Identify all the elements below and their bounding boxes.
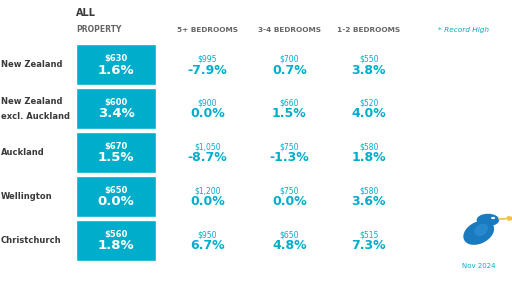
Text: 1.5%: 1.5% bbox=[272, 107, 307, 120]
Text: $650: $650 bbox=[104, 186, 127, 195]
Text: 0.0%: 0.0% bbox=[190, 195, 225, 208]
Text: * Record High: * Record High bbox=[438, 27, 489, 33]
Text: $950: $950 bbox=[198, 230, 217, 239]
Text: 3.8%: 3.8% bbox=[351, 63, 386, 76]
Ellipse shape bbox=[475, 224, 488, 236]
Text: 0.0%: 0.0% bbox=[272, 195, 307, 208]
FancyArrow shape bbox=[498, 216, 512, 221]
Text: Auckland: Auckland bbox=[1, 148, 45, 157]
Text: 1.6%: 1.6% bbox=[98, 63, 134, 76]
Text: $630: $630 bbox=[104, 54, 127, 63]
Text: -8.7%: -8.7% bbox=[187, 151, 227, 164]
Text: New Zealand: New Zealand bbox=[1, 97, 62, 106]
Text: 3.4%: 3.4% bbox=[98, 107, 134, 120]
Ellipse shape bbox=[463, 221, 494, 245]
Text: 4.8%: 4.8% bbox=[272, 239, 307, 252]
Text: 3.6%: 3.6% bbox=[351, 195, 386, 208]
Text: 7.3%: 7.3% bbox=[351, 239, 386, 252]
Text: ALL: ALL bbox=[76, 8, 96, 18]
Text: 0.0%: 0.0% bbox=[190, 107, 225, 120]
Text: Nov 2024: Nov 2024 bbox=[462, 263, 496, 270]
Text: Christchurch: Christchurch bbox=[1, 236, 61, 245]
Bar bbox=[76, 176, 156, 217]
Text: Wellington: Wellington bbox=[1, 192, 53, 201]
Text: $650: $650 bbox=[280, 230, 299, 239]
Text: $900: $900 bbox=[198, 98, 217, 107]
Text: 1.8%: 1.8% bbox=[351, 151, 386, 164]
Text: -1.3%: -1.3% bbox=[269, 151, 309, 164]
Text: $600: $600 bbox=[104, 98, 127, 107]
Text: 0.7%: 0.7% bbox=[272, 63, 307, 76]
Text: 1.8%: 1.8% bbox=[98, 239, 134, 252]
Text: $660: $660 bbox=[280, 98, 299, 107]
Text: 6.7%: 6.7% bbox=[190, 239, 225, 252]
Text: 1.5%: 1.5% bbox=[98, 151, 134, 164]
Text: $550: $550 bbox=[359, 54, 378, 63]
Circle shape bbox=[477, 214, 499, 226]
Text: excl. Auckland: excl. Auckland bbox=[1, 112, 70, 121]
Text: $750: $750 bbox=[280, 142, 299, 151]
Bar bbox=[76, 88, 156, 129]
Text: $560: $560 bbox=[104, 230, 127, 239]
Text: $995: $995 bbox=[198, 54, 217, 63]
Text: $520: $520 bbox=[359, 98, 378, 107]
Text: $515: $515 bbox=[359, 230, 378, 239]
Text: -7.9%: -7.9% bbox=[187, 63, 227, 76]
Text: 0.0%: 0.0% bbox=[98, 195, 134, 208]
Text: 3-4 BEDROOMS: 3-4 BEDROOMS bbox=[258, 27, 321, 33]
Circle shape bbox=[491, 217, 495, 219]
Text: 4.0%: 4.0% bbox=[351, 107, 386, 120]
Text: $580: $580 bbox=[359, 186, 378, 195]
Bar bbox=[76, 132, 156, 173]
Text: $700: $700 bbox=[280, 54, 299, 63]
Text: 1-2 BEDROOMS: 1-2 BEDROOMS bbox=[337, 27, 400, 33]
Bar bbox=[76, 220, 156, 261]
Text: $750: $750 bbox=[280, 186, 299, 195]
Text: PROPERTY: PROPERTY bbox=[76, 25, 121, 34]
Bar bbox=[76, 44, 156, 85]
Text: $670: $670 bbox=[104, 142, 127, 151]
Text: $1,200: $1,200 bbox=[194, 186, 221, 195]
Text: $1,050: $1,050 bbox=[194, 142, 221, 151]
Text: New Zealand: New Zealand bbox=[1, 60, 62, 69]
Text: 5+ BEDROOMS: 5+ BEDROOMS bbox=[177, 27, 238, 33]
Text: $580: $580 bbox=[359, 142, 378, 151]
